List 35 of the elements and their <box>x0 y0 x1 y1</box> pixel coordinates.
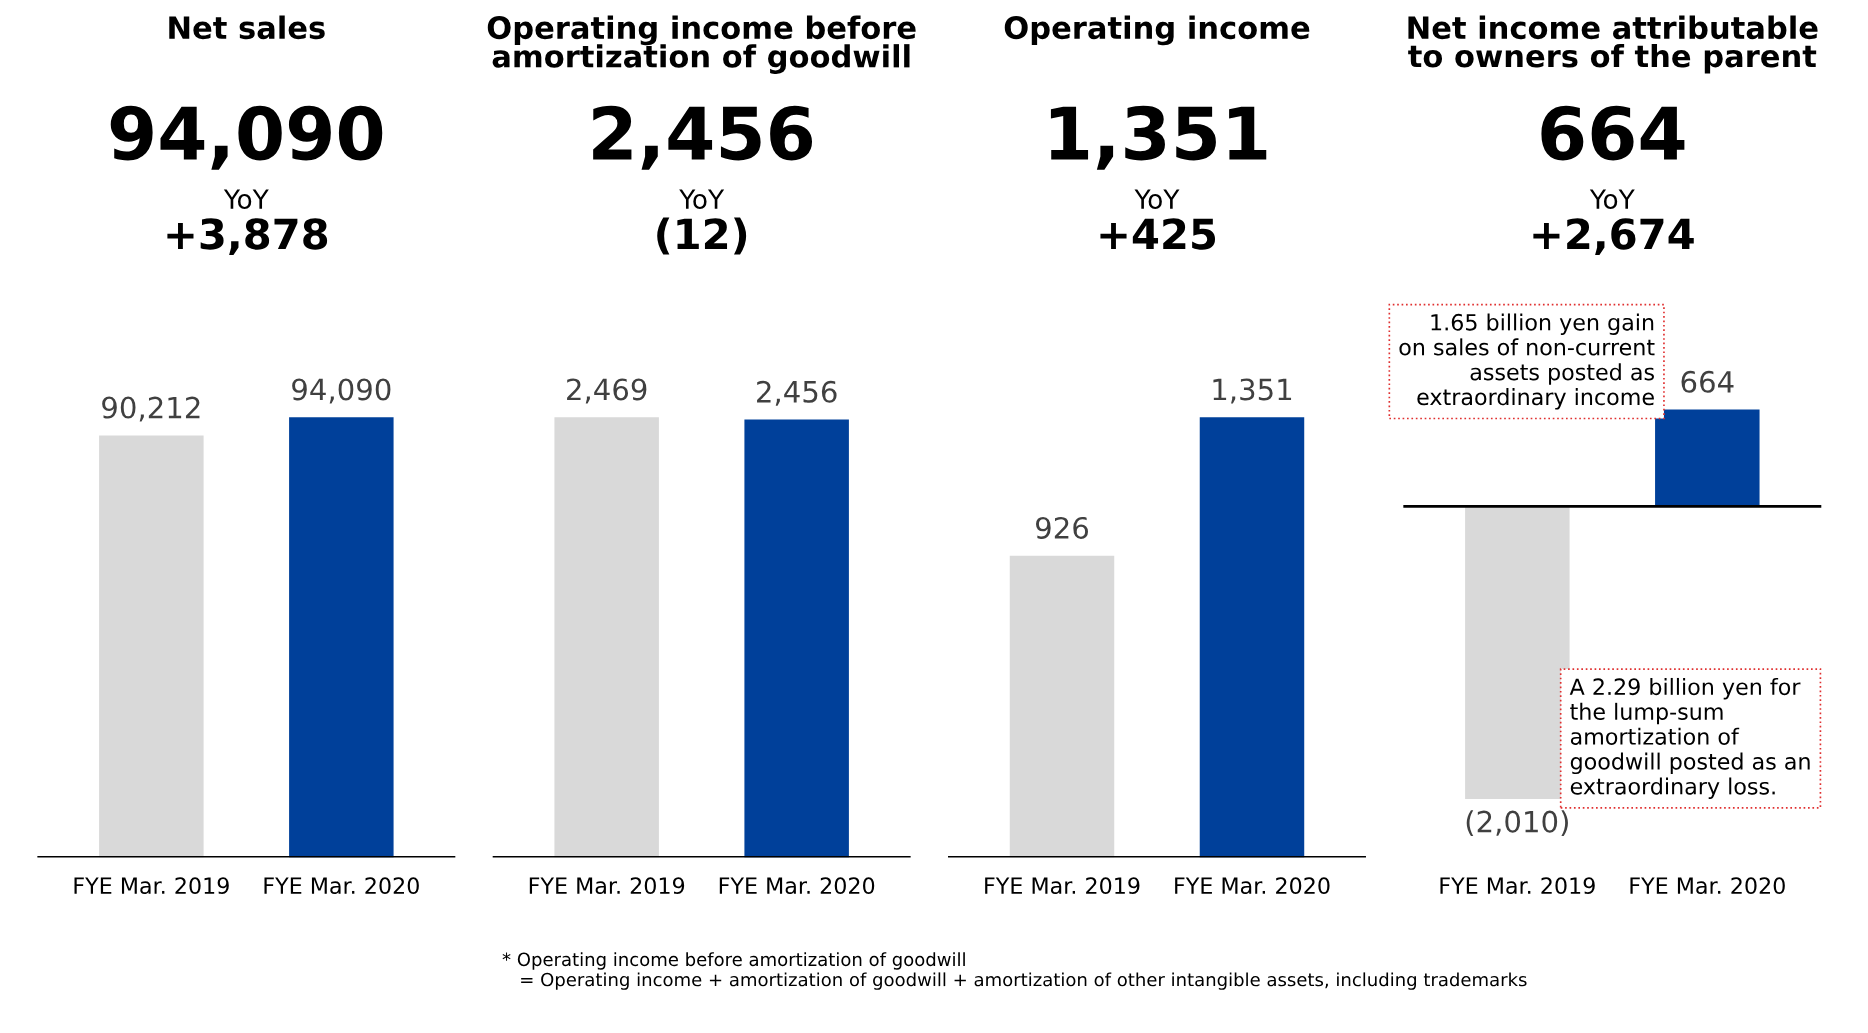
data-label: 1,351 <box>1213 378 1292 404</box>
text: YoY <box>223 189 269 210</box>
x-tick-label: FYE Mar. 2020 <box>1630 877 1785 895</box>
x-tick-label: FYE Mar. 2019 <box>985 877 1140 895</box>
text: +2,674 <box>1533 218 1694 256</box>
x-tick-label: FYE Mar. 2020 <box>1175 877 1330 895</box>
chart-title: Net income attributable to owners of the parent <box>1408 15 1818 74</box>
data-label: 90,212 <box>102 396 200 422</box>
text: 1,351 <box>1050 105 1267 170</box>
chart-title: Operating income before amortization of goodwill <box>487 15 916 74</box>
x-tick-label: FYE Mar. 2020 <box>719 877 875 895</box>
text: 664 <box>1541 105 1685 161</box>
text: YoY <box>1589 189 1635 210</box>
x-tick-label: FYE Mar. 2019 <box>1440 877 1595 895</box>
text: 94,090 <box>110 105 383 170</box>
data-label: 2,456 <box>757 380 837 406</box>
data-label: 2,469 <box>567 378 647 404</box>
data-label: 94,090 <box>292 378 391 404</box>
data-label: 926 <box>1036 516 1088 539</box>
data-label: 664 <box>1681 370 1734 393</box>
data-label: (2,010) <box>1466 810 1568 837</box>
annotation: A 2.29 billion yen for the lump-sum amortization of goodwill posted as an extraordinary loss. <box>1569 677 1810 799</box>
chart-title: Net sales <box>169 15 325 40</box>
text: YoY <box>1134 189 1180 210</box>
text: (12) <box>657 217 747 255</box>
text: * Operating income before amortization of goodwill = Operating income + amortization of goodwill + amortization of other intangible assets, including trademarks <box>502 952 1527 990</box>
x-tick-label: FYE Mar. 2019 <box>74 877 229 895</box>
x-tick-label: FYE Mar. 2020 <box>264 877 419 895</box>
x-tick-label: FYE Mar. 2019 <box>529 877 685 895</box>
text: +425 <box>1100 218 1216 250</box>
text: 2,456 <box>593 105 813 170</box>
text: YoY <box>679 189 725 210</box>
text: +3,878 <box>167 218 328 256</box>
annotation: 1.65 billion yen gain on sales of non-current assets posted as extraordinary income <box>1399 313 1655 410</box>
chart-title: Operating income <box>1004 15 1310 46</box>
